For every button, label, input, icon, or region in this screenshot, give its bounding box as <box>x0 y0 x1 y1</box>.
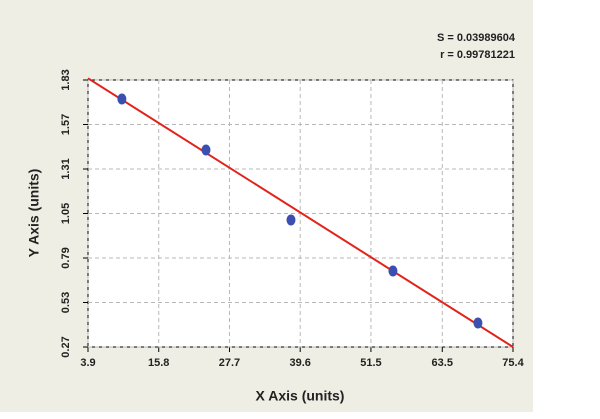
y-tick-label: 1.83 <box>60 69 72 90</box>
fit-line <box>87 77 514 348</box>
x-axis-label: X Axis (units) <box>256 388 345 404</box>
y-axis-label: Y Axis (units) <box>26 169 42 258</box>
point <box>286 214 296 226</box>
x-tick-label: 3.9 <box>80 357 95 369</box>
x-tick-label: 63.5 <box>432 357 453 369</box>
y-tick-label: 0.53 <box>60 292 72 313</box>
annotation: r = 0.99781221 <box>440 49 515 61</box>
point <box>201 144 211 156</box>
y-tick-label: 0.27 <box>60 336 72 357</box>
x-tick-label: 15.8 <box>148 357 169 369</box>
x-tick-label: 51.5 <box>360 357 381 369</box>
y-tick-label: 0.79 <box>60 247 72 268</box>
x-tick-label: 39.6 <box>289 357 310 369</box>
x-tick-label: 75.4 <box>502 357 524 369</box>
x-tick-label: 27.7 <box>219 357 240 369</box>
y-tick-label: 1.31 <box>60 158 72 179</box>
point <box>117 93 127 105</box>
annotation: S = 0.03989604 <box>437 32 516 44</box>
point <box>388 265 398 277</box>
y-tick-label: 1.57 <box>60 114 72 135</box>
y-tick-label: 1.05 <box>60 203 72 224</box>
point <box>473 317 483 329</box>
